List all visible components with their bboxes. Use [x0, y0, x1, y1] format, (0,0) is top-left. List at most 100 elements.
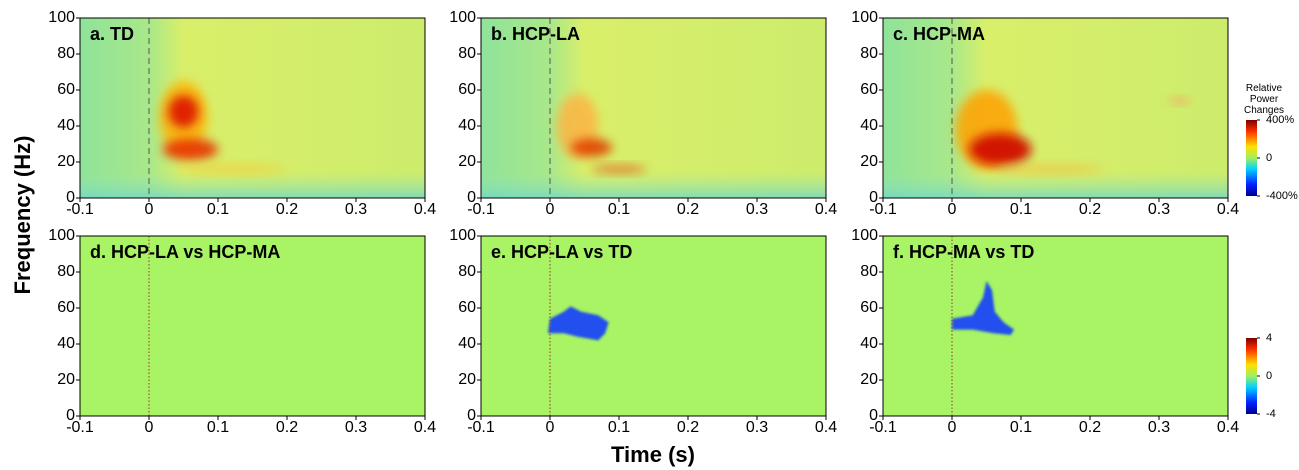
plot-area: [80, 18, 425, 198]
y-tick-label: 20: [860, 153, 878, 170]
panel-title: b. HCP-LA: [491, 24, 580, 44]
y-tick-label: 100: [449, 227, 476, 244]
plot-area: [481, 236, 826, 416]
y-tick-label: 80: [458, 45, 476, 62]
heatmap-background: [481, 18, 826, 198]
x-tick-label: 0.1: [608, 201, 630, 218]
heatmap-blob: [993, 163, 1104, 175]
x-tick-label: -0.1: [66, 419, 94, 436]
x-tick-label: 0.3: [345, 419, 367, 436]
x-tick-label: 0.2: [1079, 419, 1101, 436]
x-tick-label: 0.3: [746, 419, 768, 436]
y-tick-label: 40: [57, 117, 75, 134]
x-tick-label: 0.3: [1148, 419, 1170, 436]
y-tick-label: 0: [467, 189, 476, 206]
x-tick-label: 0.2: [276, 419, 298, 436]
low-band: [883, 171, 1228, 198]
panel-title: a. TD: [90, 24, 134, 44]
x-tick-label: 0.4: [1217, 419, 1239, 436]
heatmap-background: [481, 236, 826, 416]
plot-area: [80, 236, 425, 416]
y-tick-label: 60: [458, 299, 476, 316]
y-tick-label: 100: [48, 9, 75, 26]
plot-area: [481, 18, 826, 198]
low-band: [80, 171, 425, 198]
y-tick-label: 40: [860, 335, 878, 352]
colorbar-tick-label: 4: [1266, 332, 1272, 344]
plot-area: [883, 236, 1228, 416]
x-tick-label: 0.1: [207, 201, 229, 218]
plot-area: [883, 18, 1228, 198]
y-tick-label: 100: [48, 227, 75, 244]
y-tick-label: 80: [458, 263, 476, 280]
y-tick-label: 20: [860, 371, 878, 388]
x-tick-label: 0.4: [414, 201, 436, 218]
y-tick-label: 40: [458, 117, 476, 134]
y-tick-label: 80: [860, 263, 878, 280]
colorbar-gradient: [1246, 120, 1257, 196]
y-tick-label: 60: [57, 81, 75, 98]
y-tick-label: 40: [458, 335, 476, 352]
colorbar: 4 0 -4: [1246, 332, 1276, 420]
x-tick-label: 0.4: [815, 201, 837, 218]
plot-frame: [480, 17, 827, 199]
low-band: [481, 171, 826, 198]
x-tick-label: 0: [145, 201, 154, 218]
y-tick-label: 0: [66, 189, 75, 206]
y-tick-label: 40: [860, 117, 878, 134]
plot-frame: [79, 235, 426, 417]
x-tick-label: 0.2: [677, 419, 699, 436]
panel-title: e. HCP-LA vs TD: [491, 242, 632, 262]
plot-frame: [79, 17, 426, 199]
heatmap-blob: [168, 95, 199, 128]
y-tick-label: 60: [860, 81, 878, 98]
x-tick-label: -0.1: [869, 201, 897, 218]
y-tick-label: 60: [458, 81, 476, 98]
y-tick-label: 100: [851, 227, 878, 244]
y-tick-label: 20: [57, 371, 75, 388]
heatmap-blob: [176, 163, 287, 175]
heatmap-blob: [1169, 97, 1191, 105]
y-tick-label: 20: [458, 153, 476, 170]
panel-title: d. HCP-LA vs HCP-MA: [90, 242, 280, 262]
y-tick-label: 20: [57, 153, 75, 170]
colorbar-label: Relative Power Changes: [1244, 83, 1284, 116]
x-tick-label: 0.1: [1010, 419, 1032, 436]
panel-title: f. HCP-MA vs TD: [893, 242, 1034, 262]
x-tick-label: 0.2: [1079, 201, 1101, 218]
plot-frame: [480, 235, 827, 417]
x-axis-label: Time (s): [611, 442, 695, 467]
y-tick-label: 0: [869, 189, 878, 206]
x-tick-label: 0.2: [276, 201, 298, 218]
y-tick-label: 100: [449, 9, 476, 26]
x-tick-label: 0: [546, 419, 555, 436]
y-tick-label: 60: [57, 299, 75, 316]
y-tick-label: 0: [869, 407, 878, 424]
x-tick-label: 0.1: [608, 419, 630, 436]
x-tick-label: 0.3: [345, 201, 367, 218]
x-tick-label: -0.1: [467, 201, 495, 218]
y-axis-label: Frequency (Hz): [10, 136, 35, 295]
x-tick-label: 0.3: [1148, 201, 1170, 218]
x-tick-label: 0.1: [207, 419, 229, 436]
x-tick-label: 0: [948, 419, 957, 436]
y-tick-label: 0: [467, 407, 476, 424]
y-tick-label: 40: [57, 335, 75, 352]
x-tick-label: -0.1: [467, 419, 495, 436]
x-tick-label: -0.1: [66, 201, 94, 218]
x-tick-label: 0.3: [746, 201, 768, 218]
colorbar-tick-label: -400%: [1266, 190, 1298, 202]
x-tick-label: 0.4: [815, 419, 837, 436]
heatmap-blob: [570, 138, 613, 157]
y-tick-label: 80: [57, 45, 75, 62]
plot-frame: [882, 17, 1229, 199]
colorbar-gradient: [1246, 338, 1257, 414]
colorbar-tick-label: 400%: [1266, 114, 1294, 126]
y-tick-label: 20: [458, 371, 476, 388]
